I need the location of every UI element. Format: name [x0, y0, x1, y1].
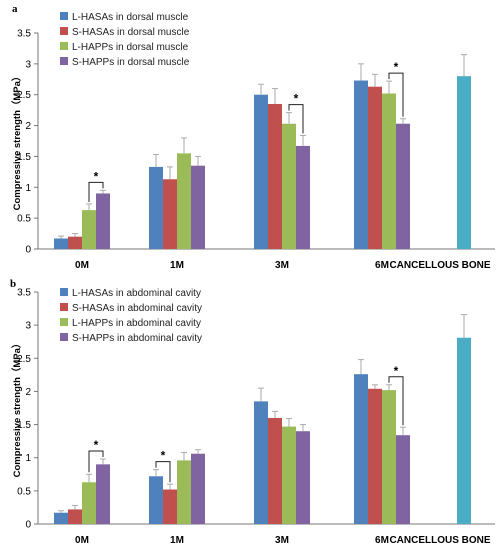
bar: [163, 179, 177, 249]
panel-letter: b: [10, 278, 16, 290]
y-tick-label: 3: [25, 321, 31, 332]
x-category-label: 3M: [275, 535, 289, 546]
significance-bracket: [388, 376, 404, 426]
significance-bracket: [88, 181, 104, 202]
y-tick-label: 1: [25, 183, 31, 194]
legend-swatch: [60, 288, 68, 296]
y-tick-label: 1: [25, 453, 31, 464]
bar: [268, 417, 282, 524]
significance-bracket: [388, 72, 404, 117]
legend-label: S-HAPPs in abdominal cavity: [72, 333, 202, 344]
x-category-label: 1M: [170, 260, 184, 271]
y-tick-label: 2: [25, 121, 31, 132]
bar: [396, 435, 410, 524]
x-category-label: 0M: [75, 535, 89, 546]
legend-swatch: [60, 333, 68, 341]
bar: [82, 210, 96, 249]
bar: [457, 337, 471, 524]
legend-swatch: [60, 57, 68, 65]
bar: [177, 460, 191, 524]
bar: [457, 76, 471, 249]
bar: [82, 482, 96, 524]
y-axis-label: Compressive strength（MPa）: [11, 339, 23, 478]
significance-star: *: [94, 438, 99, 452]
x-category-label: 1M: [170, 535, 184, 546]
y-tick-label: 0: [25, 520, 31, 531]
bar: [296, 431, 310, 524]
bar: [54, 512, 68, 524]
bar: [354, 374, 368, 524]
bar: [149, 166, 163, 249]
bar: [149, 476, 163, 524]
y-tick-label: 0.5: [17, 214, 31, 225]
bar: [396, 123, 410, 249]
bar: [382, 93, 396, 249]
significance-star: *: [394, 364, 399, 378]
y-tick-label: 2: [25, 387, 31, 398]
y-tick-label: 3.5: [17, 29, 31, 40]
bar: [163, 489, 177, 524]
bar: [68, 509, 82, 524]
significance-star: *: [94, 169, 99, 183]
bar: [68, 236, 82, 249]
panel-a: a 0 0.5 1 1.5 2 2.5 3 3.5 Compressive strength（MP…: [11, 3, 495, 271]
legend-label: L-HASAs in dorsal muscle: [72, 12, 189, 23]
significance-bracket: [155, 461, 171, 483]
legend-label: S-HASAs in dorsal muscle: [72, 27, 190, 38]
x-category-label: CANCELLOUS BONE: [389, 260, 490, 271]
significance-star: *: [394, 60, 399, 74]
y-axis-label: Compressive strength（MPa）: [11, 72, 23, 211]
legend-swatch: [60, 27, 68, 35]
x-category-label: CANCELLOUS BONE: [389, 535, 490, 546]
x-category-label: 6M: [375, 535, 389, 546]
significance-bracket: [288, 104, 304, 134]
legend-swatch: [60, 318, 68, 326]
bar: [254, 94, 268, 249]
legend-label: L-HASAs in abdominal cavity: [72, 288, 201, 299]
y-tick-label: 1.5: [17, 420, 31, 431]
bar: [96, 464, 110, 524]
y-tick-label: 0.5: [17, 486, 31, 497]
bar: [96, 193, 110, 249]
y-tick-label: 0: [25, 245, 31, 256]
significance-star: *: [294, 92, 299, 106]
legend-label: S-HASAs in abdominal cavity: [72, 303, 202, 314]
x-category-label: 3M: [275, 260, 289, 271]
legend-swatch: [60, 303, 68, 311]
bar: [268, 103, 282, 249]
legend-label: L-HAPPs in dorsal muscle: [72, 42, 189, 53]
bar: [282, 426, 296, 524]
panel-b: b 0 0.5 1 1.5 2 2.5 3 3.5 Compressive strength（MP…: [10, 278, 495, 546]
x-category-label: 6M: [375, 260, 389, 271]
significance-star: *: [161, 449, 166, 463]
y-tick-label: 3: [25, 59, 31, 70]
y-tick-label: 2.5: [17, 354, 31, 365]
y-tick-label: 3.5: [17, 288, 31, 299]
bar: [282, 123, 296, 249]
legend-swatch: [60, 12, 68, 20]
y-tick-label: 2.5: [17, 90, 31, 101]
legend-swatch: [60, 42, 68, 50]
panel-letter: a: [12, 3, 18, 15]
bar: [296, 145, 310, 249]
y-tick-label: 1.5: [17, 152, 31, 163]
legend-label: S-HAPPs in dorsal muscle: [72, 57, 190, 68]
bar: [254, 401, 268, 524]
bar: [177, 153, 191, 249]
significance-bracket: [88, 450, 104, 473]
bar: [191, 453, 205, 524]
bar: [54, 238, 68, 249]
bar: [368, 86, 382, 249]
legend-label: L-HAPPs in abdominal cavity: [72, 318, 201, 329]
bar: [354, 80, 368, 250]
bar: [368, 388, 382, 524]
bar: [191, 165, 205, 249]
x-category-label: 0M: [75, 260, 89, 271]
bar: [382, 390, 396, 524]
